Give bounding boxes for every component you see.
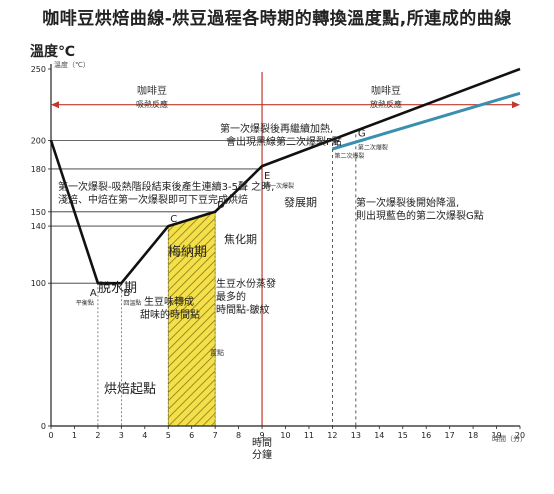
annotation-cooling-line1: 第一次爆裂後開始降溫, [356,196,459,209]
point-note-b: 回溫點 [123,299,141,307]
y-axis-unit-small: 溫度（℃） [54,60,90,69]
x-tick-label-6: 6 [189,431,194,440]
annotation-water-line3: 時間點-皺紋 [216,303,270,316]
point-label-e: E [264,171,270,182]
point-note-f: 第二次爆裂 [334,152,364,160]
y-tick-label-150: 150 [31,208,46,217]
phase-dehydration: 脫水期 [98,281,137,296]
x-tick-label-8: 8 [236,431,241,440]
x-tick-label-15: 15 [398,431,408,440]
x-tick-label-14: 14 [374,431,384,440]
x-axis-title-line2: 分鐘 [252,448,272,461]
x-tick-label-1: 1 [72,431,77,440]
x-tick-label-10: 10 [280,431,290,440]
annotation-cooling-line2: 則出現藍色的第二次爆裂G點 [356,209,484,222]
y-tick-label-200: 200 [31,136,46,145]
x-tick-label-16: 16 [421,431,431,440]
y-tick-label-0: 0 [41,422,46,431]
point-label-c: C [170,214,177,225]
phase-roast-start: 烘焙起點 [104,382,156,397]
x-tick-label-2: 2 [95,431,100,440]
point-note-e: 第一次爆裂 [264,182,294,190]
x-tick-label-7: 7 [213,431,218,440]
x-tick-label-0: 0 [48,431,53,440]
red-arrow-left [51,101,59,109]
x-tick-label-13: 13 [351,431,361,440]
x-tick-label-17: 17 [445,431,455,440]
annotation-first-crack-line2: 淺焙、中焙在第一次爆裂即可下豆完成烘焙 [58,193,248,206]
x-axis-unit-small: 時間（分） [492,434,527,443]
x-tick-label-3: 3 [119,431,124,440]
point-note-g: 第二次爆裂 [358,143,388,151]
x-tick-label-11: 11 [304,431,314,440]
y-tick-label-100: 100 [31,279,46,288]
x-tick-label-4: 4 [142,431,147,440]
point-label-d: D [217,200,225,211]
region-release-subtitle: 放熱反應 [370,99,402,109]
phase-caramelization: 焦化期 [224,232,257,246]
region-absorb-title: 咖啡豆 [137,85,167,97]
annotation-water-line2: 最多的 [216,290,246,303]
y-tick-label-140: 140 [31,222,46,231]
x-axis-title: 時間 [252,437,272,449]
y-tick-label-250: 250 [31,65,46,74]
annotation-first-crack-line1: 第一次爆裂-吸熱階段結束後產生連續3-5聲 之時, [58,180,274,193]
phase-maillard: 梅納期 [168,245,207,260]
point-label-a: A [90,288,97,299]
region-release-title: 咖啡豆 [371,85,401,97]
annotation-water-line1: 生豆水份蒸發 [216,277,276,290]
annotation-second-crack-line1: 第一次爆裂後再繼續加熱, [220,122,333,135]
phase-development: 發展期 [284,195,317,209]
red-arrow-right [512,101,520,109]
point-label-f: F [334,137,340,148]
x-tick-label-19: 19 [491,431,501,440]
x-tick-label-12: 12 [327,431,337,440]
highlight-band-label: 置點 [210,348,224,357]
x-tick-label-20: 20 [515,431,525,440]
y-axis-title: 溫度℃ [30,43,75,60]
series-line-0 [49,67,521,285]
x-tick-label-9: 9 [260,431,265,440]
page-title: 咖啡豆烘焙曲線-烘豆過程各時期的轉換溫度點,所連成的曲線 [42,9,512,29]
annotation-sweet-line1: 生豆味轉成 [144,295,194,308]
point-label-g: G [358,128,366,139]
x-tick-label-5: 5 [166,431,171,440]
annotation-second-crack-line2: 會出現黑線第二次爆裂F點 [226,135,342,148]
point-note-a: 平衡點 [76,299,94,307]
y-tick-label-180: 180 [31,165,46,174]
annotation-sweet-line2: 甜味的時間點 [140,308,200,321]
series-line-1 [331,91,521,151]
point-label-b: B [123,288,130,299]
region-absorb-subtitle: 吸熱反應 [136,99,168,109]
x-tick-label-18: 18 [468,431,478,440]
